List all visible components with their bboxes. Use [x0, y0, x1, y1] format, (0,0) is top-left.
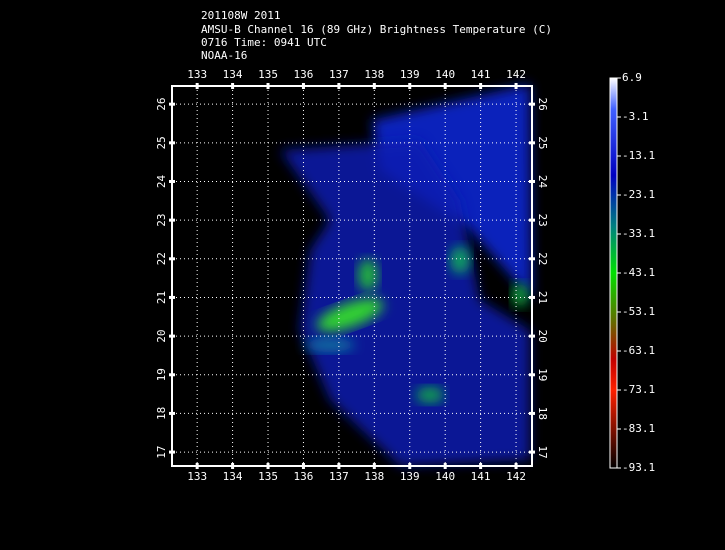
lat-label: 18: [155, 407, 168, 420]
colorbar-label: -43.1: [622, 266, 655, 279]
colorbar-label: -13.1: [622, 149, 655, 162]
colorbar-label: -73.1: [622, 383, 655, 396]
lat-label: 19: [155, 368, 168, 381]
lat-label: 23: [536, 214, 549, 227]
lat-label: 18: [536, 407, 549, 420]
lat-label: 25: [536, 136, 549, 149]
lat-label: 21: [155, 291, 168, 304]
colorbar-label: -53.1: [622, 305, 655, 318]
header-line: NOAA-16: [201, 49, 247, 62]
lon-label: 136: [294, 68, 314, 81]
lon-label: 136: [294, 470, 314, 483]
lat-label: 20: [536, 329, 549, 342]
lon-label: 142: [506, 68, 526, 81]
map-frame: 133 133 134 134 135 135 136 136 137 137 138 138 139 1…: [155, 68, 549, 483]
header-line: 201108W 2011: [201, 9, 280, 22]
colorbar-label: -33.1: [622, 227, 655, 240]
lon-label: 139: [400, 68, 420, 81]
lon-label: 134: [223, 470, 243, 483]
lat-label: 20: [155, 329, 168, 342]
lon-label: 133: [187, 470, 207, 483]
lat-label: 17: [155, 445, 168, 458]
imagery: [172, 84, 532, 466]
lat-label: 23: [155, 214, 168, 227]
lat-label: 19: [536, 368, 549, 381]
lat-label: 25: [155, 136, 168, 149]
colorbar-label: -93.1: [622, 461, 655, 474]
lat-label: 22: [155, 252, 168, 265]
lon-label: 141: [471, 68, 491, 81]
lat-label: 26: [536, 98, 549, 111]
colorbar-label: -83.1: [622, 422, 655, 435]
lat-label: 21: [536, 291, 549, 304]
lon-label: 140: [435, 68, 455, 81]
lon-label: 138: [364, 470, 384, 483]
lat-label: 26: [155, 98, 168, 111]
colorbar-label: -23.1: [622, 188, 655, 201]
lon-label: 133: [187, 68, 207, 81]
lon-label: 134: [223, 68, 243, 81]
lat-label: 24: [155, 174, 168, 188]
colorbar-label: 6.9: [622, 71, 642, 84]
lon-label: 137: [329, 68, 349, 81]
lon-label: 138: [364, 68, 384, 81]
lon-label: 137: [329, 470, 349, 483]
lat-label: 24: [536, 175, 549, 189]
lon-label: 140: [435, 470, 455, 483]
lon-label: 135: [258, 470, 278, 483]
lon-label: 142: [506, 470, 526, 483]
lon-label: 141: [471, 470, 491, 483]
lon-label: 139: [400, 470, 420, 483]
colorbar-ramp: [609, 77, 618, 469]
lon-label: 135: [258, 68, 278, 81]
colorbar-label: -63.1: [622, 344, 655, 357]
frame: [171, 85, 533, 467]
lat-label: 17: [536, 445, 549, 458]
colorbar: 6.9 -3.1 -13.1 -23.1 -33.1 -43.1 -53.1 -63.1 -73…: [609, 71, 655, 474]
header: 201108W 2011 AMSU-B Channel 16 (89 GHz) …: [201, 9, 552, 62]
header-line: 0716 Time: 0941 UTC: [201, 36, 327, 49]
header-line: AMSU-B Channel 16 (89 GHz) Brightness Te…: [201, 23, 552, 36]
lat-label: 22: [536, 252, 549, 265]
colorbar-label: -3.1: [622, 110, 649, 123]
